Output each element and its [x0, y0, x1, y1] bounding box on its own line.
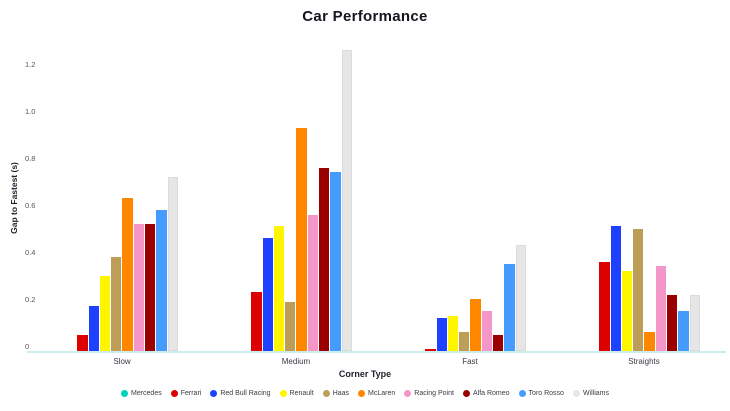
- bar-haas: [111, 257, 122, 351]
- bar-racing-point: [307, 215, 319, 351]
- bar-mclaren: [296, 128, 307, 351]
- legend-label: Mercedes: [130, 390, 162, 397]
- legend-label: McLaren: [368, 390, 396, 397]
- legend-item-haas: Haas: [322, 390, 350, 397]
- legend-item-ferrari: Ferrari: [170, 390, 202, 397]
- bar-group-fast: [414, 44, 526, 351]
- bar-ferrari: [599, 262, 610, 351]
- bar-group-slow: [66, 44, 178, 351]
- legend-swatch-icon: [322, 390, 330, 397]
- bar-red-bull-racing: [610, 226, 621, 351]
- legend-label: Williams: [582, 390, 610, 397]
- bar-toro-rosso: [504, 264, 515, 351]
- legend-item-toro-rosso: Toro Rosso: [518, 390, 564, 397]
- bar-ferrari: [77, 335, 88, 351]
- legend-swatch-icon: [120, 390, 128, 397]
- legend-swatch-icon: [518, 390, 526, 397]
- legend-item-racing-point: Racing Point: [404, 390, 454, 397]
- legend-swatch-icon: [462, 390, 470, 397]
- y-tick-label: 0.2: [25, 295, 36, 304]
- bar-mclaren: [470, 299, 481, 351]
- bar-renault: [99, 276, 111, 351]
- bar-red-bull-racing: [262, 238, 273, 351]
- legend-swatch-icon: [279, 390, 287, 397]
- legend-label: Haas: [332, 390, 350, 397]
- legend-item-renault: Renault: [279, 390, 314, 397]
- legend-swatch-icon: [404, 390, 412, 397]
- bar-renault: [447, 316, 459, 351]
- legend-label: Red Bull Racing: [220, 390, 271, 397]
- bar-red-bull-racing: [88, 306, 99, 351]
- y-tick-label: 0.6: [25, 201, 36, 210]
- x-tick-label: Straights: [628, 357, 660, 366]
- bar-haas: [285, 302, 296, 351]
- legend-item-williams: Williams: [572, 390, 610, 397]
- bar-racing-point: [655, 266, 667, 351]
- bar-alfa-romeo: [493, 335, 504, 351]
- legend-label: Racing Point: [414, 390, 454, 397]
- legend-item-mclaren: McLaren: [358, 390, 395, 397]
- x-axis-line: [27, 351, 726, 353]
- bar-group-medium: [240, 44, 352, 351]
- bar-williams: [167, 177, 178, 351]
- bar-haas: [633, 229, 644, 351]
- legend-label: Toro Rosso: [528, 390, 564, 397]
- legend-swatch-icon: [358, 390, 366, 397]
- bar-williams: [515, 245, 526, 351]
- bar-group-straights: [588, 44, 700, 351]
- bar-mclaren: [644, 332, 655, 351]
- legend-swatch-icon: [572, 390, 580, 397]
- bar-racing-point: [133, 224, 145, 351]
- bar-renault: [273, 226, 285, 351]
- x-axis-title: Corner Type: [338, 369, 392, 379]
- y-axis-title: Gap to Fastest (s): [9, 162, 19, 234]
- bar-toro-rosso: [330, 172, 341, 351]
- bar-ferrari: [425, 349, 436, 351]
- x-tick-label: Medium: [281, 357, 311, 366]
- bar-racing-point: [481, 311, 493, 351]
- bar-renault: [621, 271, 633, 351]
- x-tick-label: Fast: [462, 357, 478, 366]
- bar-alfa-romeo: [667, 295, 678, 351]
- y-tick-label: 1.2: [25, 60, 36, 69]
- legend-label: Ferrari: [180, 390, 202, 397]
- bar-toro-rosso: [678, 311, 689, 351]
- legend-swatch-icon: [170, 390, 178, 397]
- y-tick-label: 0: [25, 342, 30, 351]
- bar-williams: [341, 50, 352, 351]
- bar-toro-rosso: [156, 210, 167, 351]
- y-tick-label: 1.0: [25, 107, 36, 116]
- bar-haas: [459, 332, 470, 351]
- legend-swatch-icon: [210, 390, 218, 397]
- y-tick-label: 0.8: [25, 154, 36, 163]
- legend-item-mercedes: Mercedes: [120, 390, 162, 397]
- legend-label: Alfa Romeo: [472, 390, 510, 397]
- legend-label: Renault: [289, 390, 314, 397]
- x-tick-label: Slow: [113, 357, 131, 366]
- bar-ferrari: [251, 292, 262, 351]
- legend: Mercedes Ferrari Red Bull Racing Renault Haa…: [0, 390, 730, 397]
- bar-williams: [689, 295, 700, 351]
- legend-item-alfa-romeo: Alfa Romeo: [462, 390, 510, 397]
- bar-mclaren: [122, 198, 133, 351]
- y-tick-label: 0.4: [25, 248, 36, 257]
- bar-red-bull-racing: [436, 318, 447, 351]
- chart-title: Car Performance: [302, 8, 428, 25]
- bar-alfa-romeo: [319, 168, 330, 351]
- legend-item-red-bull-racing: Red Bull Racing: [210, 390, 271, 397]
- bar-alfa-romeo: [145, 224, 156, 351]
